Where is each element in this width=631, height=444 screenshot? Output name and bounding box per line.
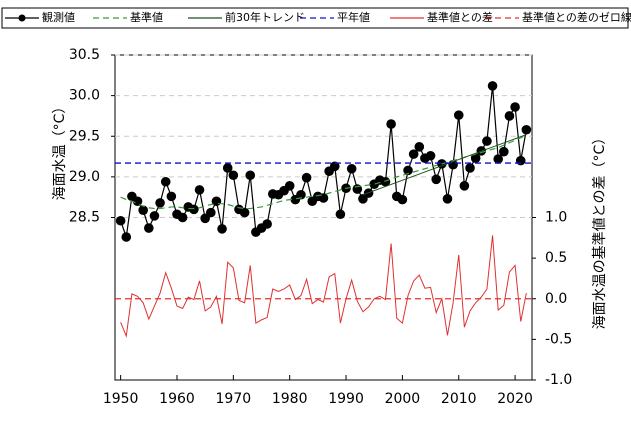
x-tick-label: 1960: [159, 391, 195, 407]
series-line: [362, 134, 527, 196]
data-point: [487, 81, 498, 91]
x-tick-label: 2010: [441, 391, 477, 407]
data-point: [301, 172, 312, 183]
data-point: [408, 149, 419, 159]
y2-tick-label: -0.5: [545, 331, 572, 347]
data-point: [442, 194, 453, 204]
y-tick-label: 30.5: [69, 47, 100, 63]
data-point: [504, 111, 515, 121]
data-point: [346, 163, 357, 174]
data-point: [121, 232, 132, 242]
data-point: [453, 110, 464, 120]
legend-label: 基準値との差: [427, 10, 493, 24]
y-tick-label: 29.5: [69, 128, 100, 144]
data-point: [144, 223, 154, 233]
data-point: [380, 176, 391, 187]
data-point: [284, 181, 295, 191]
data-point: [189, 204, 199, 215]
legend-label: 基準値との差のゼロ線: [522, 10, 631, 24]
data-point: [335, 209, 346, 220]
data-point: [521, 124, 532, 135]
data-point: [132, 196, 143, 207]
x-tick-label: 1970: [216, 391, 252, 407]
data-point: [239, 207, 250, 218]
y2-tick-label: 0.0: [545, 291, 567, 307]
legend-label: 基準値: [130, 10, 163, 24]
data-point: [386, 119, 396, 129]
x-tick-label: 1990: [328, 391, 364, 407]
data-point: [493, 154, 503, 164]
data-point: [499, 146, 509, 157]
y2-tick-label: -1.0: [545, 372, 572, 388]
data-point: [465, 163, 475, 173]
data-point: [296, 189, 306, 200]
data-point: [414, 142, 425, 152]
y-tick-label: 28.5: [69, 210, 100, 226]
y-tick-label: 29.0: [69, 169, 100, 185]
data-point: [205, 207, 216, 218]
y2-axis-title: 海面水温の基準値との差（°C）: [591, 131, 608, 330]
y-axis-title: 海面水温（°C）: [52, 100, 68, 201]
data-point: [115, 215, 126, 226]
data-point: [217, 224, 227, 234]
x-tick-label: 2000: [385, 391, 421, 407]
data-point: [431, 174, 442, 185]
data-point: [166, 191, 177, 202]
x-tick-label: 1980: [272, 391, 308, 407]
legend-marker: [18, 14, 26, 22]
data-point: [138, 205, 148, 215]
data-point: [403, 165, 413, 176]
data-point: [329, 161, 340, 172]
data-point: [245, 170, 256, 181]
data-point: [482, 136, 492, 146]
data-point: [425, 150, 436, 161]
series-line: [120, 235, 527, 339]
y2-tick-label: 1.0: [545, 210, 567, 226]
x-tick-label: 2020: [497, 391, 533, 407]
data-point: [149, 211, 160, 221]
data-point: [177, 212, 188, 223]
data-point: [470, 153, 481, 163]
y2-tick-label: 0.5: [545, 250, 567, 266]
data-point: [160, 176, 171, 187]
data-point: [352, 184, 363, 194]
legend-label: 前30年トレンド: [225, 10, 305, 24]
data-point: [459, 181, 470, 191]
x-tick-label: 1950: [103, 391, 139, 407]
data-point: [222, 163, 233, 173]
data-point: [397, 194, 408, 205]
y-tick-label: 30.0: [69, 88, 100, 104]
data-point: [194, 185, 205, 195]
data-point: [228, 170, 239, 181]
legend-label: 平年値: [337, 10, 370, 24]
data-point: [155, 198, 165, 208]
data-point: [262, 219, 272, 229]
legend-label: 観測値: [42, 10, 75, 24]
data-point: [510, 102, 520, 112]
data-point: [515, 155, 526, 166]
